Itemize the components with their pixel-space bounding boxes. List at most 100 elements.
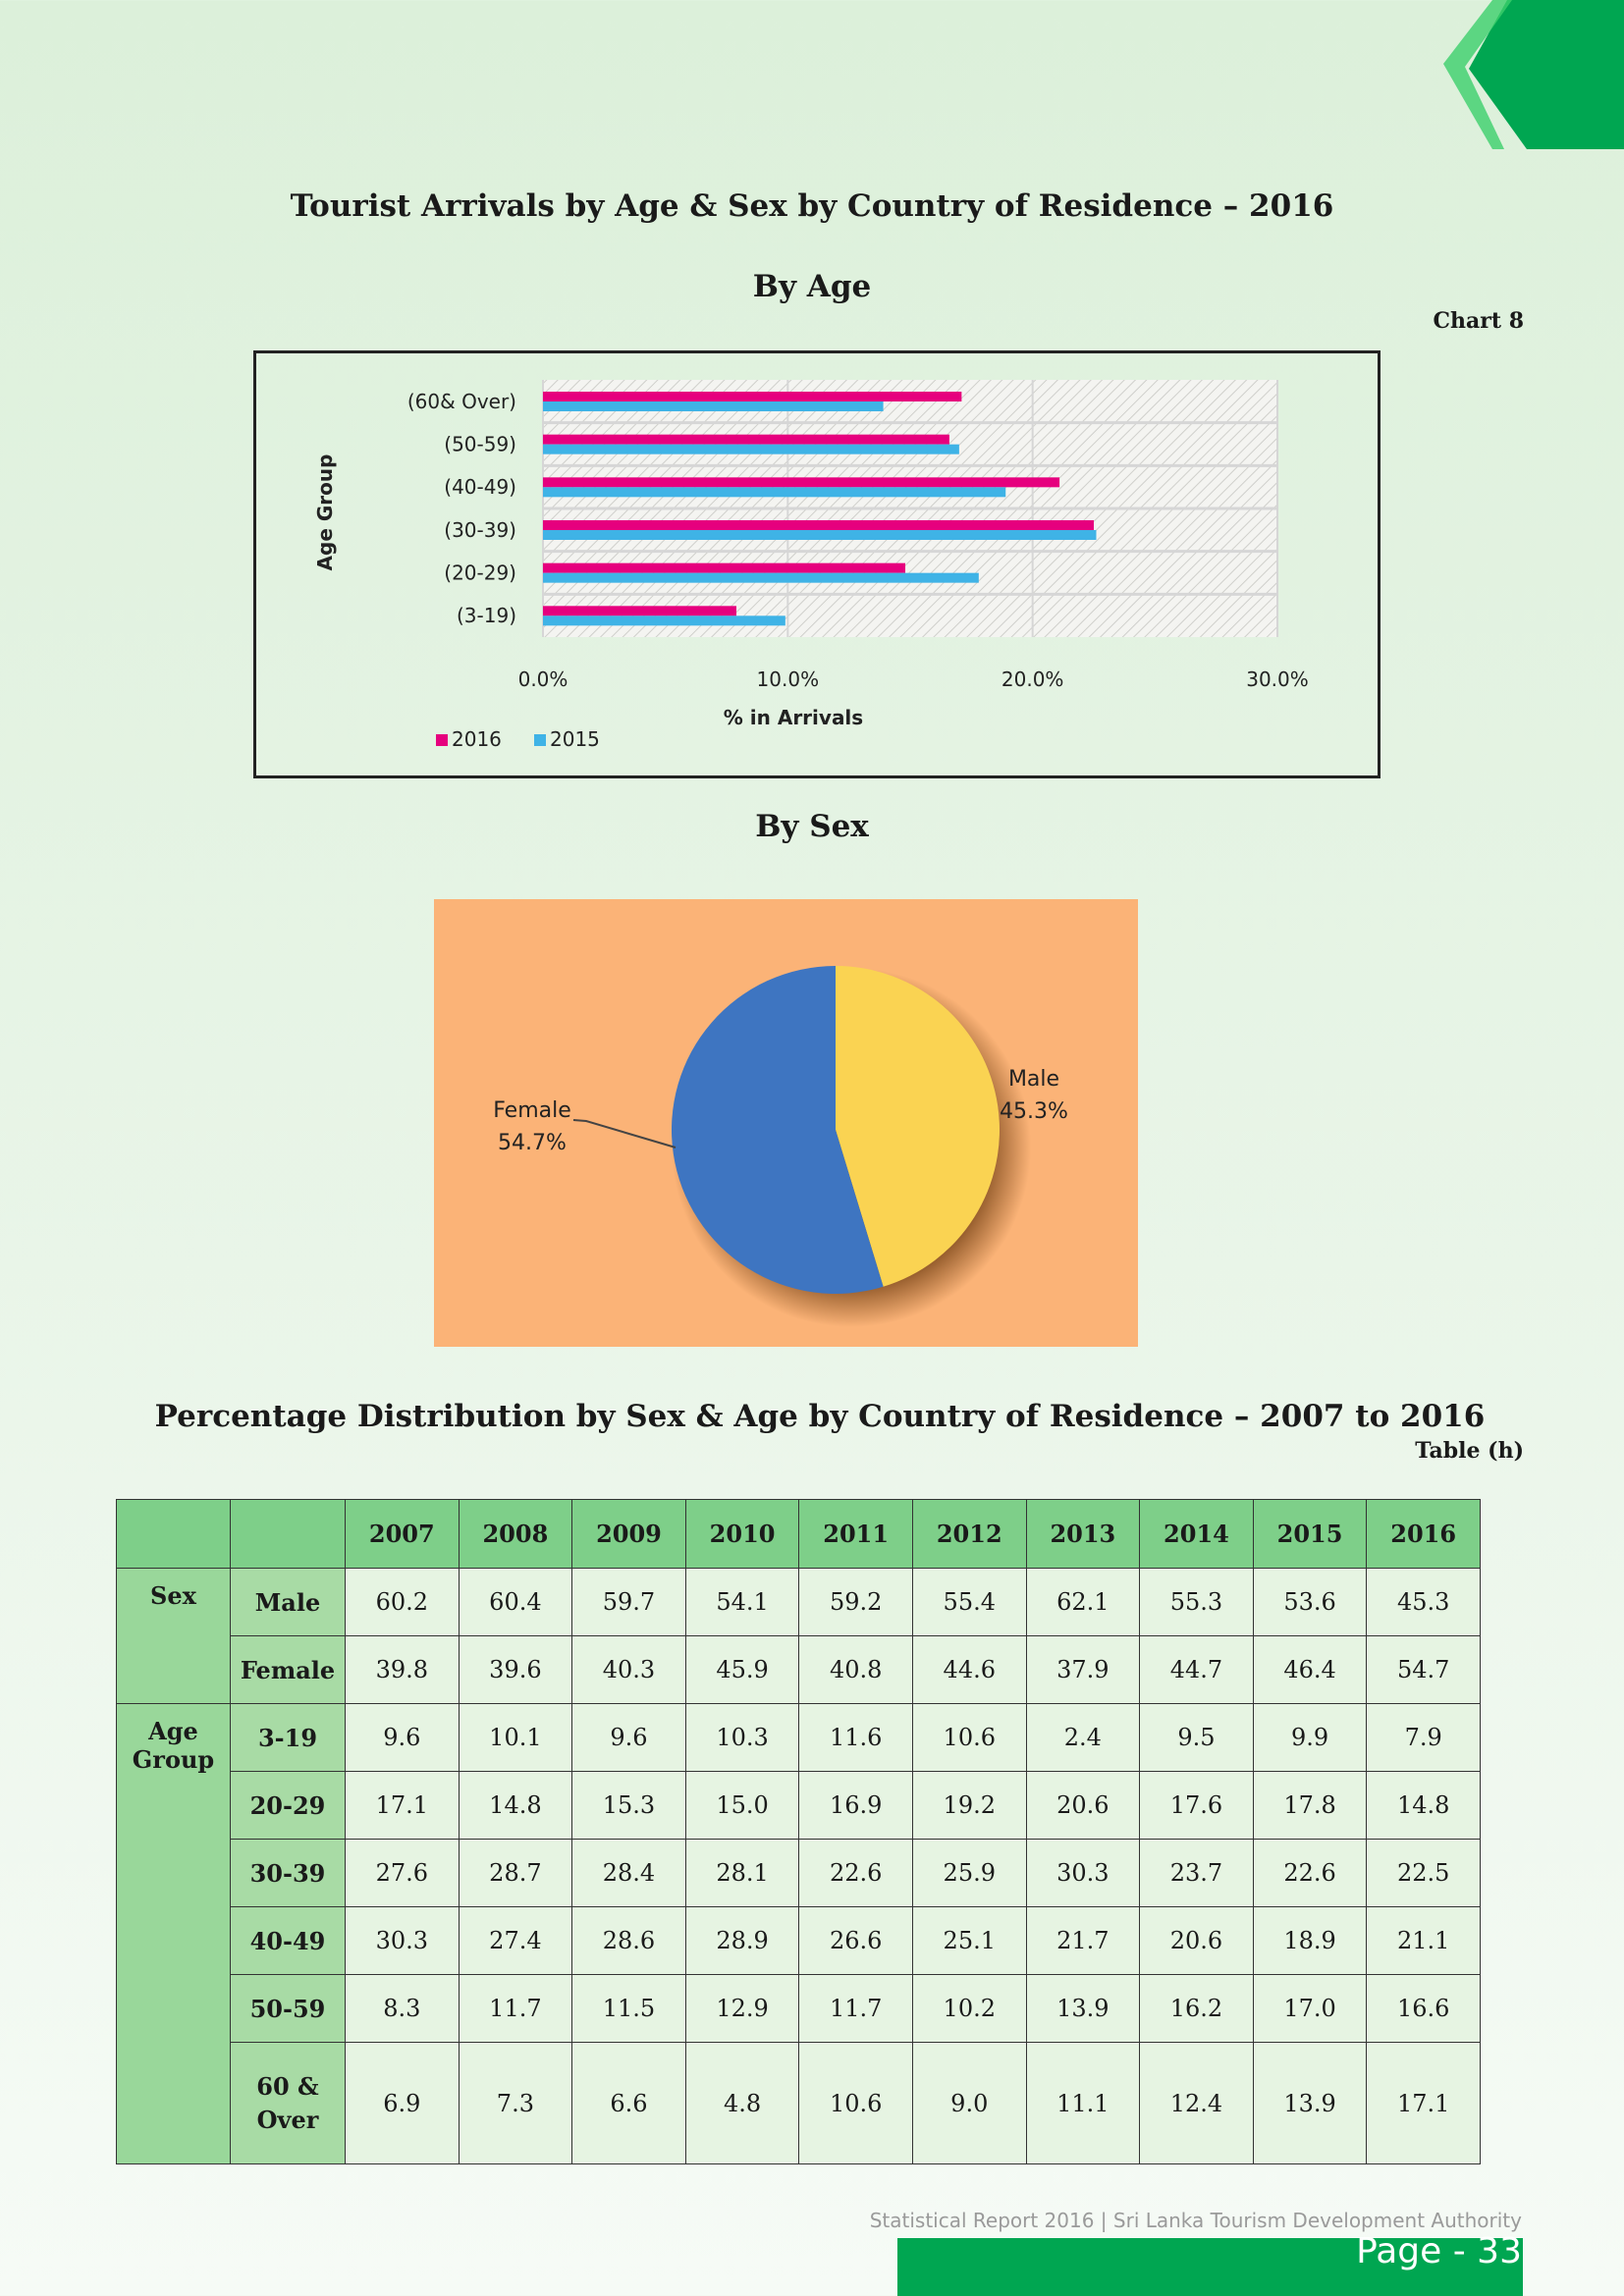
group-header-cell: Age Group [116,1703,231,2164]
y-axis-label: Age Group [313,454,337,571]
table-cell: 40.8 [798,1635,913,1704]
table-cell: 55.4 [911,1568,1027,1636]
table-cell: 11.6 [798,1703,913,1772]
pie-leader-line [572,1119,677,1148]
table-row: Age Group 3-19 9.6 10.1 9.6 10.3 11.6 10.6 2.4 9.… [116,1703,1481,2164]
table-cell: 60.4 [458,1568,573,1636]
group-header-cell: Sex [116,1568,231,1704]
year-header: 2012 [911,1499,1027,1569]
table-cell: 10.6 [911,1703,1027,1772]
legend-label: 2015 [550,727,600,751]
table-cell: 17.1 [1366,2042,1481,2164]
table-cell: 44.7 [1139,1635,1254,1704]
bar-2016 [543,434,949,445]
table-cell: 12.9 [684,1974,800,2043]
table-cell: 7.9 [1366,1703,1481,1772]
table-cell: 23.7 [1139,1839,1254,1907]
table-row: 60 & Over 6.9 7.3 6.6 4.8 10.6 9.0 11.1 12.4 13.9… [117,2042,1481,2164]
table-cell: 4.8 [684,2042,800,2164]
table-cell: 45.3 [1366,1568,1481,1636]
year-header: 2008 [458,1499,573,1569]
row-header-cell: 40-49 [230,1906,346,1975]
year-header: 2007 [345,1499,460,1569]
table-cell: 44.6 [911,1635,1027,1704]
bar-2016 [543,520,1094,530]
by-age-title: By Age [752,269,872,304]
year-header: 2014 [1139,1499,1254,1569]
bar-2015 [543,615,785,626]
table-cell: 59.7 [571,1568,686,1636]
table-cell: 15.3 [571,1771,686,1840]
bar-chart-frame [253,350,1380,778]
table-cell: 28.4 [571,1839,686,1907]
table-row: Sex Male 60.2 60.4 59.7 54.1 59.2 55.4 62.1 55.3 5… [116,1568,1481,1704]
pie-label: Female [493,1098,571,1123]
bar-2015 [543,530,1097,540]
x-tick-label: 0.0% [518,667,568,691]
table-cell: 13.9 [1025,1974,1141,2043]
footer-text: Statistical Report 2016 | Sri Lanka Tour… [869,2209,1522,2232]
year-header: 2013 [1025,1499,1141,1569]
table-cell: 11.1 [1025,2042,1141,2164]
table-row: Female 39.8 39.6 40.3 45.9 40.8 44.6 37.9 44.7 46… [117,1635,1481,1704]
table-cell: 6.6 [571,2042,686,2164]
table-cell: 62.1 [1025,1568,1141,1636]
table-row: 30-39 27.6 28.7 28.4 28.1 22.6 25.9 30.3 23.7 22.… [117,1839,1481,1907]
table-cell: 39.6 [458,1635,573,1704]
table-cell: 53.6 [1252,1568,1368,1636]
row-header-cell: 60 & Over [230,2042,346,2164]
legend-swatch [534,734,546,746]
table-cell: 11.5 [571,1974,686,2043]
sex-pie-chart: Male 45.3% Female 54.7% [493,966,1068,1327]
table-cell: 10.1 [458,1703,573,1772]
bar-2016 [543,562,906,573]
x-tick-label: 20.0% [1001,667,1064,691]
table-cell: 16.6 [1366,1974,1481,2043]
table-cell: 59.2 [798,1568,913,1636]
year-header: 2015 [1252,1499,1368,1569]
table-cell: 11.7 [458,1974,573,2043]
row-header-cell: Male [230,1568,346,1636]
table-cell: 28.9 [684,1906,800,1975]
year-header: 2010 [684,1499,800,1569]
table-cell: 9.9 [1252,1703,1368,1772]
y-tick-label: (30-39) [444,518,516,542]
table-cell: 9.6 [345,1703,460,1772]
table-cell: 8.3 [345,1974,460,2043]
table-cell: 9.5 [1139,1703,1254,1772]
table-row: 40-49 30.3 27.4 28.6 28.9 26.6 25.1 21.7 20.6 18.… [117,1906,1481,1975]
table-cell: 10.2 [911,1974,1027,2043]
table-cell: 12.4 [1139,2042,1254,2164]
page-title: Tourist Arrivals by Age & Sex by Country… [290,188,1334,224]
bar-2015 [543,572,979,583]
year-header: 2016 [1366,1499,1481,1569]
y-tick-label: (50-59) [444,433,516,456]
table-cell: 16.2 [1139,1974,1254,2043]
bar-2016 [543,606,736,616]
table-cell: 17.1 [345,1771,460,1840]
age-bar-chart: 0.0% 10.0% 20.0% 30.0% (60& Over) (50-59) (40-… [313,380,1309,751]
chart-reference-label: Chart 8 [1433,308,1524,334]
table-cell: 13.9 [1252,2042,1368,2164]
table-cell: 37.9 [1025,1635,1141,1704]
table-cell: 55.3 [1139,1568,1254,1636]
table-cell: 10.6 [798,2042,913,2164]
bar-2015 [543,401,884,411]
table-cell: 20.6 [1025,1771,1141,1840]
table-cell: 14.8 [458,1771,573,1840]
table-cell: 39.8 [345,1635,460,1704]
table-cell: 28.7 [458,1839,573,1907]
table-cell: 19.2 [911,1771,1027,1840]
table-cell: 17.6 [1139,1771,1254,1840]
table-cell: 46.4 [1252,1635,1368,1704]
row-header-cell: 30-39 [230,1839,346,1907]
table-row: 20-29 17.1 14.8 15.3 15.0 16.9 19.2 20.6 17.6 17.… [117,1771,1481,1840]
pie-value-label: 54.7% [498,1131,567,1155]
table-cell: 25.1 [911,1906,1027,1975]
distribution-table: 2007 2008 2009 2010 2011 2012 2013 2014 2015 2016… [116,1499,1481,2164]
table-cell: 17.0 [1252,1974,1368,2043]
table-reference-label: Table (h) [1415,1438,1524,1464]
table-cell: 6.9 [345,2042,460,2164]
row-header-cell: 50-59 [230,1974,346,2043]
pie-label: Male [1008,1067,1059,1092]
